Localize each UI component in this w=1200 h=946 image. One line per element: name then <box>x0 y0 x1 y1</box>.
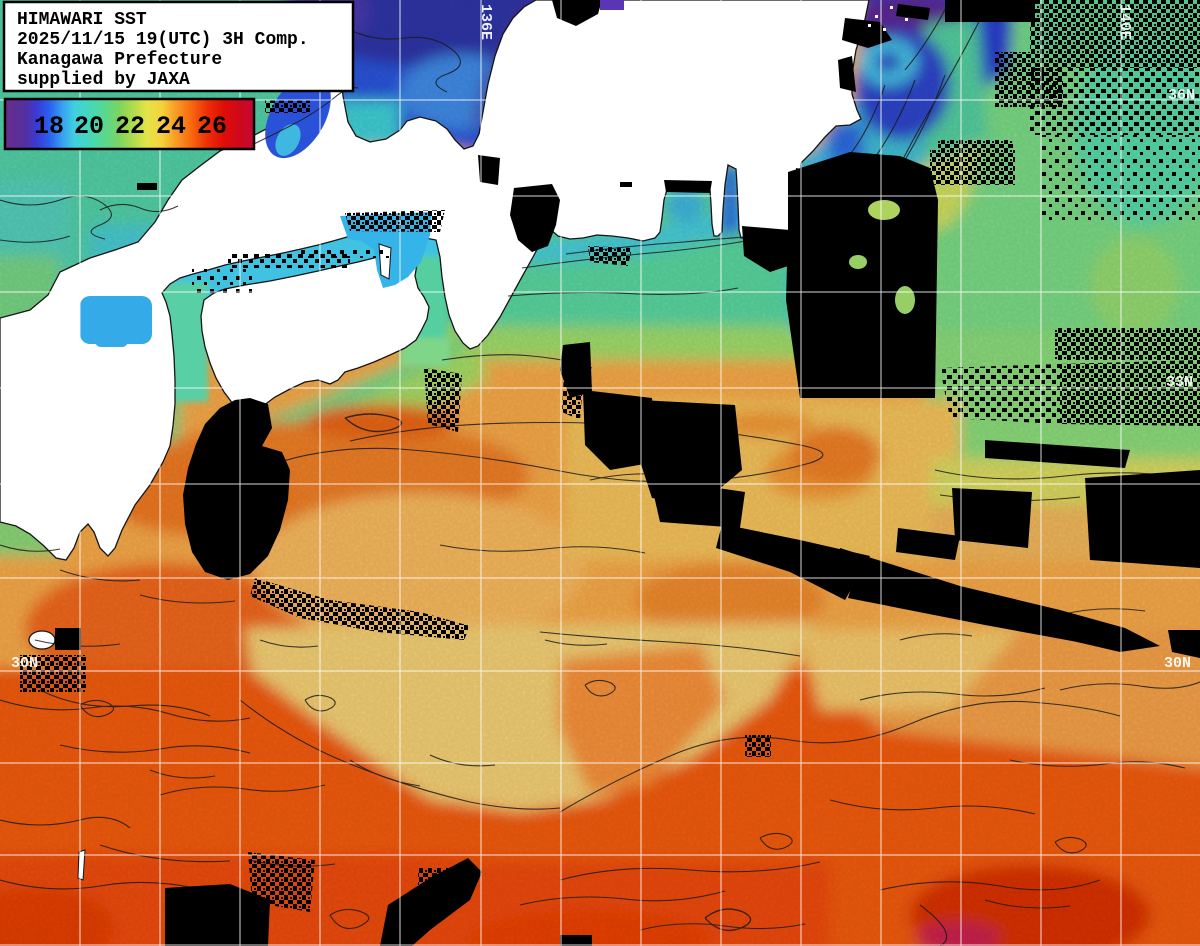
svg-text:136E: 136E <box>477 4 494 40</box>
svg-text:36N: 36N <box>1168 87 1195 104</box>
svg-text:140E: 140E <box>1116 4 1133 40</box>
svg-text:18: 18 <box>34 112 64 141</box>
svg-text:22: 22 <box>115 112 145 141</box>
svg-text:20: 20 <box>74 112 104 141</box>
svg-text:30N: 30N <box>1164 655 1191 672</box>
svg-text:26: 26 <box>197 112 227 141</box>
svg-text:HIMAWARI SST: HIMAWARI SST <box>17 10 147 30</box>
svg-text:33N: 33N <box>1166 374 1193 391</box>
svg-text:Kanagawa Prefecture: Kanagawa Prefecture <box>17 50 222 70</box>
svg-text:24: 24 <box>156 112 186 141</box>
svg-text:supplied by JAXA: supplied by JAXA <box>17 70 190 90</box>
svg-text:30N: 30N <box>11 655 38 672</box>
svg-text:33N: 33N <box>3 374 30 391</box>
svg-text:2025/11/15 19(UTC) 3H Comp.: 2025/11/15 19(UTC) 3H Comp. <box>17 30 309 50</box>
